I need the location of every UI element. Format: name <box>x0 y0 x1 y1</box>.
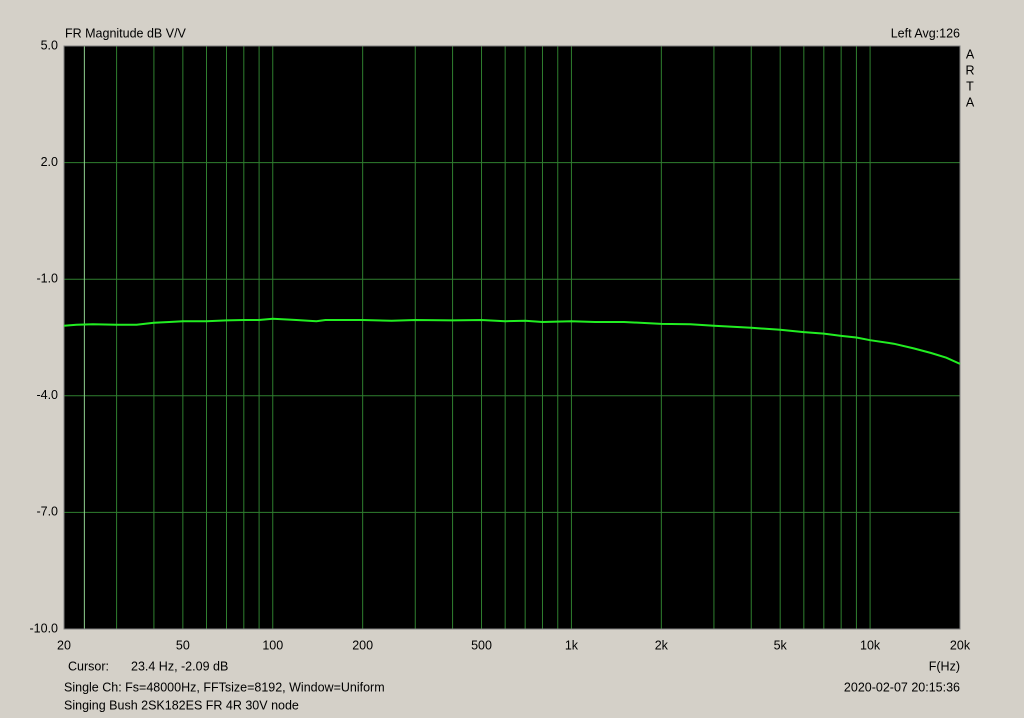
x-axis-label: F(Hz) <box>929 659 960 673</box>
brand-letter: A <box>966 95 975 109</box>
x-tick-label: 100 <box>262 638 283 652</box>
x-tick-label: 10k <box>860 638 881 652</box>
channel-info: Left Avg:126 <box>891 26 960 40</box>
y-tick-label: -4.0 <box>36 388 58 402</box>
x-tick-label: 5k <box>774 638 788 652</box>
description: Singing Bush 2SK182ES FR 4R 30V node <box>64 698 299 712</box>
cursor-label: Cursor: <box>68 659 109 673</box>
y-tick-label: 2.0 <box>41 155 58 169</box>
cursor-text: 23.4 Hz, -2.09 dB <box>131 659 228 673</box>
response-line <box>63 317 961 365</box>
plot-area <box>64 46 960 629</box>
x-tick-label: 500 <box>471 638 492 652</box>
y-tick-label: -1.0 <box>36 271 58 285</box>
timestamp: 2020-02-07 20:15:36 <box>844 680 960 694</box>
chart-title: FR Magnitude dB V/V <box>65 26 187 40</box>
x-tick-label: 50 <box>176 638 190 652</box>
info-text: Single Ch: Fs=48000Hz, FFTsize=8192, Win… <box>64 680 385 694</box>
x-tick-label: 1k <box>565 638 579 652</box>
y-tick-label: -10.0 <box>30 621 59 635</box>
x-tick-label: 2k <box>655 638 669 652</box>
brand-letter: A <box>966 47 975 61</box>
x-tick-label: 20 <box>57 638 71 652</box>
brand-letter: R <box>965 63 974 77</box>
y-tick-label: 5.0 <box>41 38 58 52</box>
plot-frame <box>63 45 961 630</box>
x-tick-label: 20k <box>950 638 971 652</box>
brand-letter: T <box>966 79 974 93</box>
y-tick-label: -7.0 <box>36 505 58 519</box>
x-tick-label: 200 <box>352 638 373 652</box>
